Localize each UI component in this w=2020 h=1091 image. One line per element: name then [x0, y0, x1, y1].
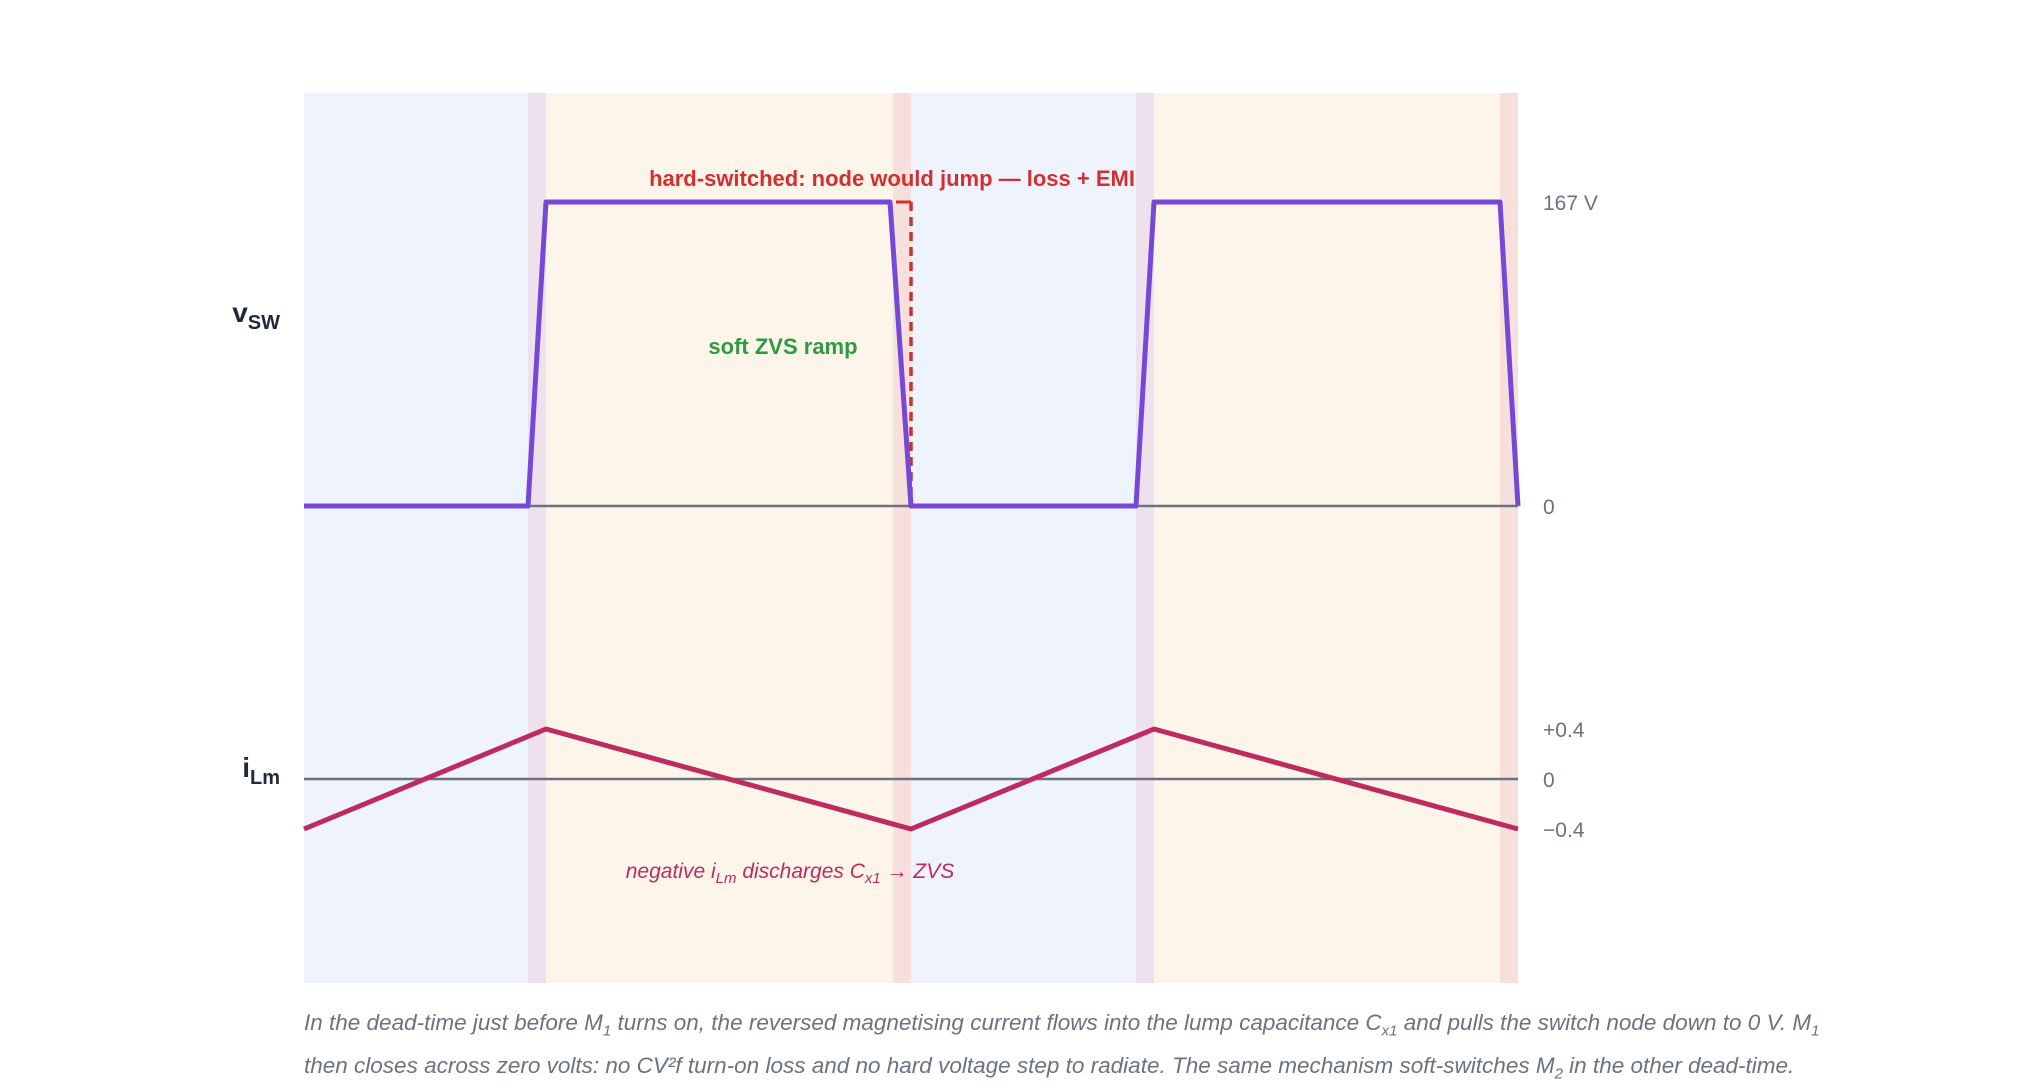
vsw-waveform — [304, 199, 1521, 509]
negative-ilm-annotation: negative iLm discharges Cx1 → ZVS — [626, 860, 955, 887]
hard-switched-annotation: hard-switched: node would jump — loss + … — [649, 166, 1135, 191]
vsw-tick-high: 167 V — [1543, 192, 1598, 215]
soft-zvs-annotation: soft ZVS ramp — [708, 334, 857, 359]
band-m1-on-1 — [546, 93, 893, 983]
ilm-waveform — [303, 726, 1519, 832]
band-m1-on-2 — [1154, 93, 1500, 983]
band-m2-on-2 — [911, 93, 1136, 983]
figure-caption: In the dead-time just before M1 turns on… — [304, 1010, 1820, 1082]
vsw-label: vSW — [232, 297, 280, 334]
band-dead-fall-1 — [893, 93, 911, 983]
ilm-tick-pos: +0.4 — [1543, 719, 1585, 742]
ilm-tick-zero: 0 — [1543, 769, 1555, 792]
band-m2-on-1 — [304, 93, 528, 983]
vsw-tick-low: 0 — [1543, 496, 1555, 519]
ilm-tick-neg: −0.4 — [1543, 819, 1585, 842]
ilm-label: iLm — [242, 752, 280, 789]
